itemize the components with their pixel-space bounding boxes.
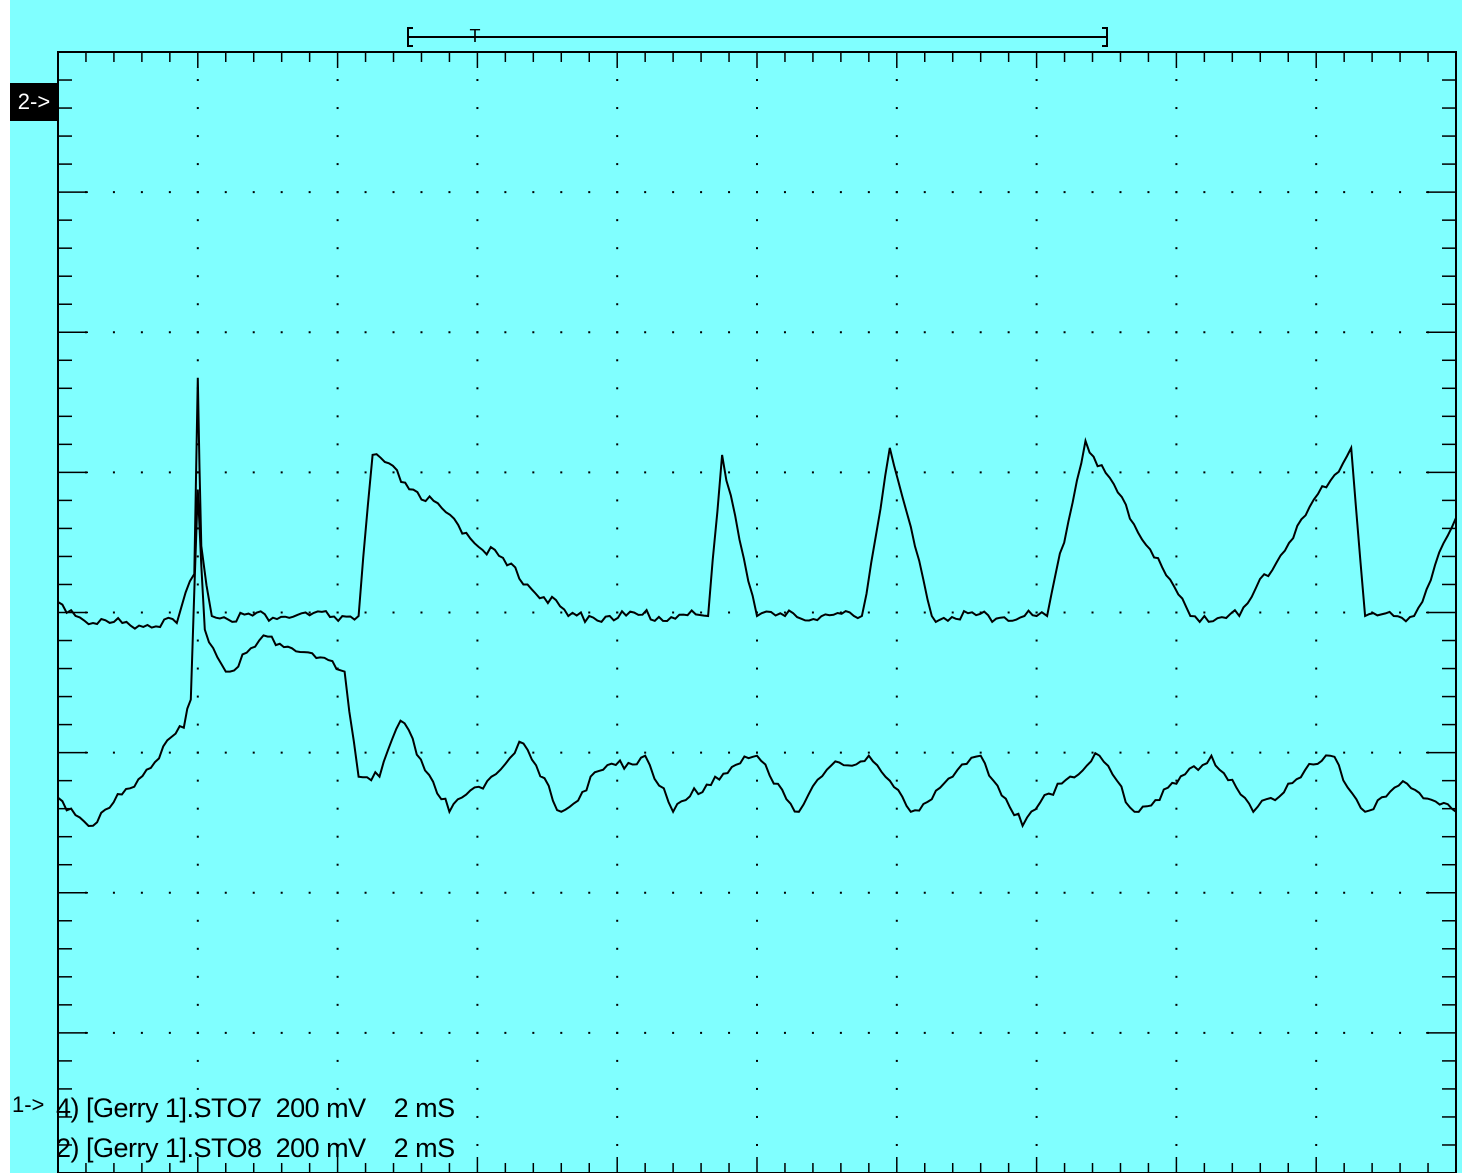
legend-channel-4: 4) [Gerry 1].STO7 200 mV 2 mS	[56, 1093, 455, 1123]
trace-sto7	[57, 377, 1457, 630]
trigger-marker: T	[470, 26, 481, 46]
screen-border	[57, 51, 1457, 1173]
channel-1-marker: 1->	[12, 1092, 45, 1117]
timebase-window-bar: T	[407, 26, 1108, 47]
screen-background	[10, 0, 1462, 1173]
legend-channel-2: 2) [Gerry 1].STO8 200 mV 2 mS	[56, 1133, 455, 1163]
channel-2-marker: 2->	[10, 83, 58, 121]
trace-sto8	[57, 489, 1457, 829]
graticule	[57, 51, 1457, 1173]
